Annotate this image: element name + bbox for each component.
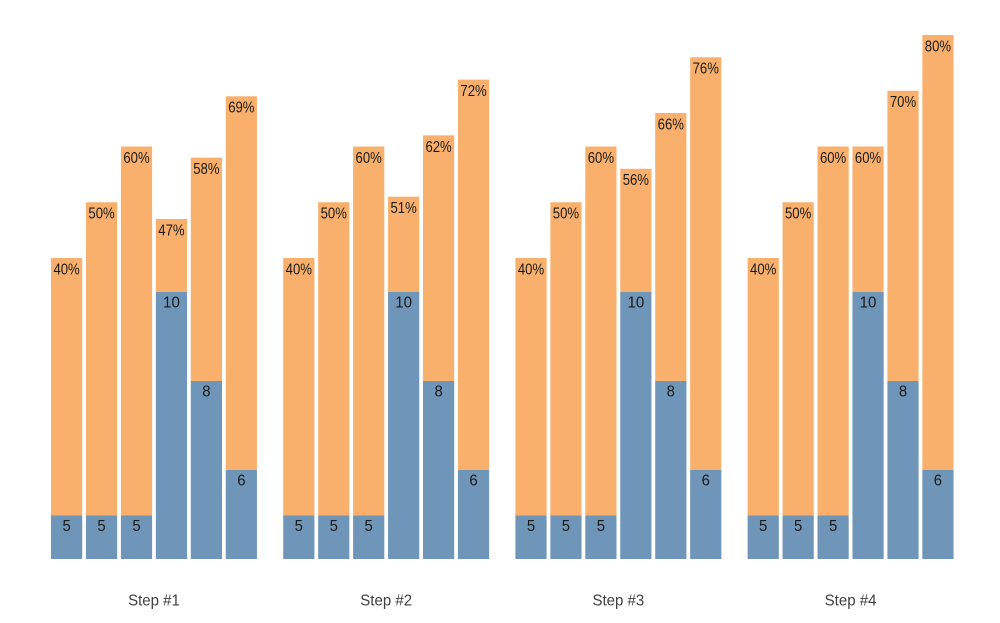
svg-text:Step #1: Step #1: [128, 593, 180, 610]
svg-text:50%: 50%: [88, 206, 114, 223]
svg-text:50%: 50%: [321, 206, 347, 223]
svg-text:10: 10: [163, 294, 180, 311]
svg-text:50%: 50%: [553, 206, 579, 223]
svg-text:8: 8: [202, 383, 210, 400]
svg-text:5: 5: [295, 518, 303, 535]
svg-text:76%: 76%: [693, 61, 719, 78]
svg-text:58%: 58%: [193, 161, 219, 178]
svg-text:5: 5: [759, 518, 767, 535]
svg-text:Step #3: Step #3: [592, 593, 644, 610]
svg-text:69%: 69%: [228, 100, 254, 117]
svg-text:5: 5: [562, 518, 570, 535]
svg-text:10: 10: [395, 294, 412, 311]
svg-text:40%: 40%: [53, 261, 79, 278]
svg-text:56%: 56%: [623, 172, 649, 189]
svg-text:8: 8: [667, 383, 675, 400]
svg-text:5: 5: [527, 518, 535, 535]
svg-text:40%: 40%: [286, 261, 312, 278]
svg-text:10: 10: [627, 294, 644, 311]
svg-text:5: 5: [829, 518, 837, 535]
svg-text:Step #2: Step #2: [360, 593, 412, 610]
svg-text:8: 8: [434, 383, 442, 400]
svg-text:6: 6: [934, 472, 942, 489]
svg-text:47%: 47%: [158, 222, 184, 239]
svg-text:51%: 51%: [391, 200, 417, 217]
svg-text:5: 5: [597, 518, 605, 535]
svg-text:5: 5: [97, 518, 105, 535]
svg-text:60%: 60%: [820, 150, 846, 167]
svg-text:5: 5: [365, 518, 373, 535]
svg-text:60%: 60%: [588, 150, 614, 167]
svg-text:62%: 62%: [425, 139, 451, 156]
svg-text:6: 6: [702, 472, 710, 489]
svg-text:10: 10: [860, 294, 877, 311]
svg-text:40%: 40%: [518, 261, 544, 278]
svg-text:72%: 72%: [460, 83, 486, 100]
svg-text:80%: 80%: [925, 38, 951, 55]
svg-text:Step #4: Step #4: [825, 593, 877, 610]
svg-text:5: 5: [62, 518, 70, 535]
svg-text:5: 5: [132, 518, 140, 535]
svg-text:6: 6: [469, 472, 477, 489]
svg-text:66%: 66%: [658, 116, 684, 133]
svg-text:5: 5: [330, 518, 338, 535]
svg-text:8: 8: [899, 383, 907, 400]
svg-text:5: 5: [794, 518, 802, 535]
svg-text:60%: 60%: [356, 150, 382, 167]
svg-text:50%: 50%: [785, 206, 811, 223]
svg-text:40%: 40%: [750, 261, 776, 278]
svg-text:6: 6: [237, 472, 245, 489]
svg-text:70%: 70%: [890, 94, 916, 111]
svg-text:60%: 60%: [855, 150, 881, 167]
svg-text:60%: 60%: [123, 150, 149, 167]
